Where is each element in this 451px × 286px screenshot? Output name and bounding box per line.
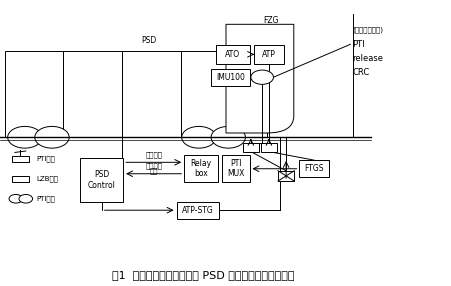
Bar <box>253 45 283 63</box>
Bar <box>222 155 249 182</box>
Bar <box>12 176 29 182</box>
Text: FZG: FZG <box>263 15 278 25</box>
Text: PTI环线: PTI环线 <box>36 195 55 202</box>
Bar <box>176 202 219 219</box>
Circle shape <box>211 126 245 148</box>
Bar <box>180 51 266 137</box>
Bar <box>216 45 249 63</box>
Text: 开门命令: 开门命令 <box>145 151 162 158</box>
Bar <box>277 171 294 181</box>
Bar <box>63 51 122 137</box>
Circle shape <box>9 194 23 203</box>
Text: LZB天线: LZB天线 <box>36 175 58 182</box>
Bar <box>12 156 29 162</box>
Text: FTGS: FTGS <box>304 164 323 173</box>
Text: ATP-STG: ATP-STG <box>182 206 213 215</box>
Text: release: release <box>352 54 383 63</box>
Circle shape <box>8 126 42 148</box>
Circle shape <box>181 126 216 148</box>
PathPatch shape <box>226 24 293 133</box>
Text: PTI天线: PTI天线 <box>36 155 55 162</box>
Text: 状态: 状态 <box>149 168 157 174</box>
Text: PSD
Control: PSD Control <box>87 170 115 190</box>
Text: PTI: PTI <box>352 40 364 49</box>
Bar <box>211 69 249 86</box>
Bar <box>5 51 63 137</box>
Bar <box>243 143 258 152</box>
Circle shape <box>35 126 69 148</box>
Text: Relay
box: Relay box <box>190 159 211 178</box>
Bar <box>122 51 180 137</box>
Text: PTI
MUX: PTI MUX <box>227 159 244 178</box>
Circle shape <box>19 194 32 203</box>
Text: ATP: ATP <box>262 50 275 59</box>
Text: (列车位置识别): (列车位置识别) <box>352 27 383 33</box>
Bar <box>261 143 276 152</box>
Text: CRC: CRC <box>352 68 369 78</box>
Text: 关门命令: 关门命令 <box>145 163 162 169</box>
Bar <box>184 155 218 182</box>
Bar <box>80 158 123 202</box>
Text: PSD: PSD <box>141 35 156 45</box>
Text: ATO: ATO <box>225 50 240 59</box>
Text: 图1  车载、轨旁信号系统对 PSD 监督、控制接口组成图: 图1 车载、轨旁信号系统对 PSD 监督、控制接口组成图 <box>112 270 294 279</box>
Bar <box>299 160 328 177</box>
Circle shape <box>250 70 273 84</box>
Text: IMU100: IMU100 <box>216 73 244 82</box>
